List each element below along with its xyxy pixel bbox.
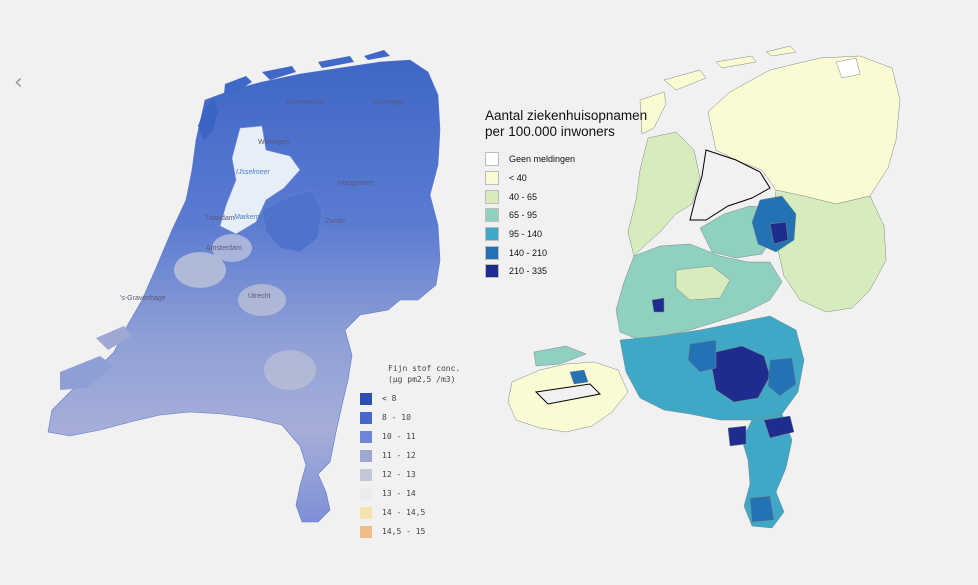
place-label: Zwolle [325, 218, 345, 225]
legend-item: < 40 [485, 169, 655, 188]
legend-item: 95 - 140 [485, 225, 655, 244]
hospital-admissions-legend: Aantal ziekenhuisopnamen per 100.000 inw… [485, 108, 655, 281]
legend-item: 14,5 - 15 [360, 522, 480, 541]
flevoland [261, 189, 323, 253]
legend-item: 12 - 13 [360, 465, 480, 484]
legend-item: 140 - 210 [485, 243, 655, 262]
legend-subtitle: per 100.000 inwoners [485, 124, 615, 139]
legend-subtitle: (µg pm2,5 /m3) [388, 375, 456, 384]
place-label: IJsselmeer [236, 169, 271, 176]
legend-item: 14 - 14,5 [360, 503, 480, 522]
legend-item: 40 - 65 [485, 187, 655, 206]
place-label: Leeuwarden [286, 99, 325, 106]
place-label: 's-Gravenhage [120, 295, 166, 302]
legend-item: < 8 [360, 389, 480, 408]
region-noord-holland [627, 131, 701, 257]
legend-item: 8 - 10 [360, 408, 480, 427]
ijsselmeer [219, 125, 301, 235]
legend-title: Fijn stof conc. [388, 364, 461, 373]
legend-item: 11 - 12 [360, 446, 480, 465]
place-label: Zaandam [205, 215, 235, 222]
place-label: Wieringen [258, 139, 290, 146]
legend-title: Aantal ziekenhuisopnamen [485, 108, 648, 123]
legend-item: 210 - 335 [485, 262, 655, 281]
fine-dust-legend: Fijn stof conc. (µg pm2,5 /m3) < 8 8 - 1… [360, 364, 480, 541]
region-north [707, 55, 901, 205]
legend-item: Geen meldingen [485, 150, 655, 169]
region-hotspot-brabant [711, 345, 771, 403]
legend-item: 13 - 14 [360, 484, 480, 503]
place-label: Groningen [372, 99, 405, 106]
legend-item: 65 - 95 [485, 206, 655, 225]
place-label: Utrecht [248, 293, 271, 300]
place-label: Amsterdam [206, 245, 242, 252]
legend-item: 10 - 11 [360, 427, 480, 446]
region-east [771, 189, 887, 313]
chevron-left-icon[interactable]: ‹ [14, 70, 23, 95]
place-label: Markermeer [234, 214, 272, 221]
place-label: Hoogeveen [338, 180, 374, 187]
